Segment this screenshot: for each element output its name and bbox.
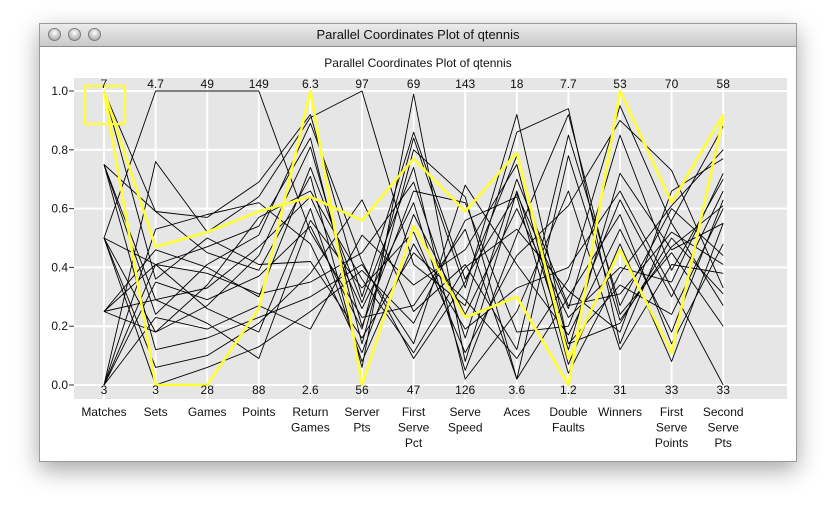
data-line[interactable] xyxy=(103,114,724,386)
data-line[interactable] xyxy=(103,166,724,380)
data-line[interactable] xyxy=(103,164,724,386)
axis-label[interactable]: Server Pts xyxy=(344,405,379,435)
axis-label[interactable]: Matches xyxy=(81,405,126,419)
axis-min-label: 33 xyxy=(717,383,731,397)
data-line[interactable] xyxy=(103,90,724,368)
axis-max-label: 69 xyxy=(407,77,421,91)
axis-max-label: 18 xyxy=(510,77,524,91)
axis-label[interactable]: Second Serve Pts xyxy=(703,405,744,450)
axis-min-label: 28 xyxy=(201,383,215,397)
highlighted-data-line[interactable] xyxy=(102,90,725,360)
axis-label[interactable]: Sets xyxy=(144,405,168,419)
axis-label[interactable]: First Serve Pct xyxy=(398,405,430,450)
axis-min-label: 88 xyxy=(252,383,266,397)
axis-min-label: 2.6 xyxy=(302,383,319,397)
axis-max-label: 97 xyxy=(355,77,369,91)
zoom-window-button[interactable] xyxy=(88,28,101,41)
y-tick-label: 0.0 xyxy=(51,378,68,392)
data-line[interactable] xyxy=(103,137,724,380)
axis-min-label: 126 xyxy=(455,383,475,397)
axis-label[interactable]: First Serve Points xyxy=(655,405,688,450)
axis-label[interactable]: Return Games xyxy=(291,405,330,435)
axis-max-label: 49 xyxy=(201,77,215,91)
parallel-coordinates-plot[interactable]: 0.0 0.2 0.4 0.6 0.8 1.0 7 3 4.7 3 49 28 149 88 6.3 2.6 9… xyxy=(40,24,796,461)
y-tick-label: 1.0 xyxy=(51,84,68,98)
axis-max-label: 53 xyxy=(613,77,627,91)
axis-min-label: 3.6 xyxy=(508,383,525,397)
axis-label[interactable]: Winners xyxy=(598,405,642,419)
data-line[interactable] xyxy=(103,164,724,351)
axis-max-label: 7 xyxy=(101,77,108,91)
data-line[interactable] xyxy=(103,114,724,310)
axis-min-label: 3 xyxy=(101,383,108,397)
axis-min-label: 56 xyxy=(355,383,369,397)
axis-max-label: 7.7 xyxy=(560,77,577,91)
axis-max-label: 4.7 xyxy=(147,77,164,91)
axis-min-label: 31 xyxy=(613,383,627,397)
data-line[interactable] xyxy=(103,178,724,386)
axis-min-label: 33 xyxy=(665,383,679,397)
axis-label[interactable]: Games xyxy=(188,405,227,419)
highlighted-data-line[interactable] xyxy=(102,89,725,387)
data-line[interactable] xyxy=(103,158,724,354)
data-line[interactable] xyxy=(103,90,724,380)
minimize-window-button[interactable] xyxy=(68,28,81,41)
window-titlebar[interactable]: Parallel Coordinates Plot of qtennis xyxy=(40,24,796,47)
axis-max-label: 143 xyxy=(455,77,475,91)
data-line[interactable] xyxy=(103,149,724,386)
data-line[interactable] xyxy=(103,146,724,333)
selection-brush-box[interactable] xyxy=(83,84,127,126)
y-tick-label: 0.4 xyxy=(51,260,68,274)
axis-label[interactable]: Serve Speed xyxy=(448,405,483,435)
close-window-button[interactable] xyxy=(48,28,61,41)
axis-min-label: 47 xyxy=(407,383,421,397)
data-line[interactable] xyxy=(103,190,724,386)
data-line[interactable] xyxy=(103,90,724,359)
axis-min-label: 3 xyxy=(152,383,159,397)
axis-max-label: 70 xyxy=(665,77,679,91)
data-line[interactable] xyxy=(103,114,724,371)
axis-label[interactable]: Double Faults xyxy=(549,405,587,435)
axis-label[interactable]: Points xyxy=(242,405,275,419)
window-title: Parallel Coordinates Plot of qtennis xyxy=(316,27,520,42)
chart-title: Parallel Coordinates Plot of qtennis xyxy=(324,56,512,70)
y-tick-label: 0.2 xyxy=(51,319,68,333)
y-tick-label: 0.8 xyxy=(51,143,68,157)
axis-label[interactable]: Aces xyxy=(503,405,530,419)
axis-max-label: 149 xyxy=(249,77,269,91)
data-line[interactable] xyxy=(103,173,724,386)
axis-max-label: 58 xyxy=(717,77,731,91)
y-tick-label: 0.6 xyxy=(51,202,68,216)
data-line[interactable] xyxy=(103,122,724,359)
axis-min-label: 1.2 xyxy=(560,383,577,397)
axis-max-label: 6.3 xyxy=(302,77,319,91)
data-line[interactable] xyxy=(103,119,724,359)
data-line[interactable] xyxy=(103,134,724,368)
chart-window: Parallel Coordinates Plot of qtennis Par… xyxy=(39,23,797,462)
